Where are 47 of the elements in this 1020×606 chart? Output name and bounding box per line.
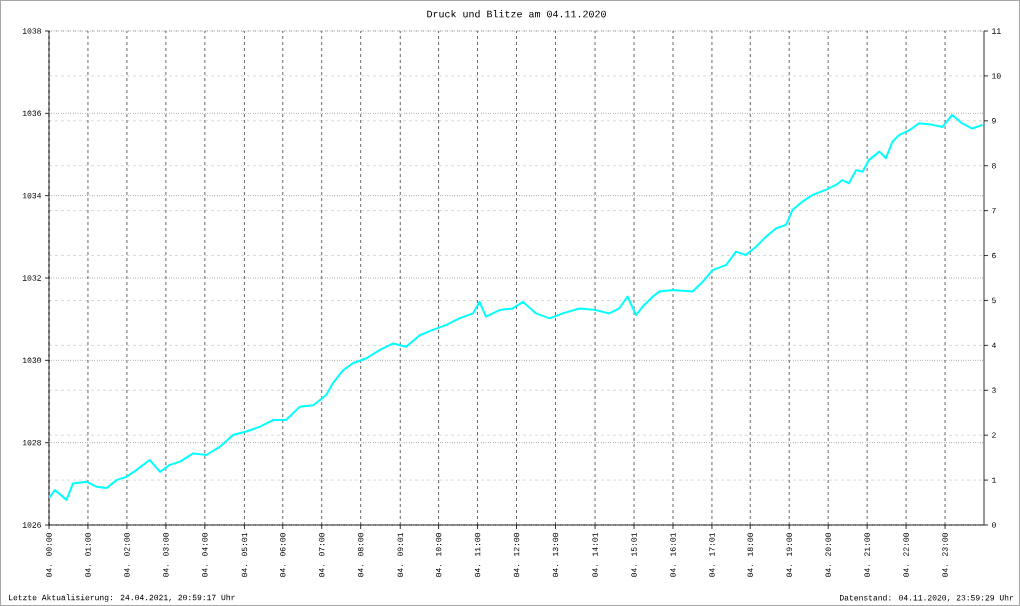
y2-tick-label: 0 [992,522,996,528]
y-tick-label: 1026 [22,522,41,528]
x-tick-label: 04. 16:01 [670,532,676,577]
y2-tick-label: 11 [992,28,1001,34]
x-tick-label: 04. 10:00 [435,533,442,577]
x-tick-label: 04. 05:01 [241,532,248,577]
x-tick-label: 04. 11:00 [474,533,481,577]
x-tick-label: 04. 19:00 [786,533,792,577]
y-tick-label: 1030 [22,357,41,364]
x-tick-label: 04. 18:00 [747,533,753,577]
y-tick-label: 1034 [22,192,42,199]
text: Datenstand: 04.11.2020, 23:59:29 Uhr [840,594,1014,602]
x-tick-label: 04. 17:01 [709,532,715,577]
y2-tick-label: 7 [992,208,996,214]
y-tick-label: 1032 [22,275,41,281]
x-tick-label: 04. 14:01 [592,532,598,577]
x-tick-label: 04. 13:00 [552,533,559,577]
x-tick-label: 04. 00:00 [46,533,52,577]
y2-tick-label: 6 [992,252,996,259]
y2-tick-label: 2 [992,432,996,438]
y2-tick-label: 8 [992,163,996,169]
chart-title: Druck und Blitze am 04.11.2020 [427,10,606,18]
y2-tick-label: 10 [992,73,1001,79]
y2-tick-label: 3 [992,387,996,393]
x-tick-label: 04. 21:00 [864,533,870,577]
y2-tick-label: 1 [992,477,996,483]
x-tick-label: 04. 02:00 [124,533,130,577]
x-tick-label: 04. 15:01 [631,532,637,577]
x-tick-label: 04. 22:00 [903,533,909,577]
x-tick-label: 04. 08:00 [357,533,364,577]
x-tick-label: 04. 09:01 [397,532,403,577]
y2-tick-label: 5 [992,297,996,304]
y-tick-label: 1028 [22,439,41,446]
x-tick-label: 04. 01:00 [85,533,91,577]
y-tick-label: 1036 [22,110,41,117]
y2-tick-label: 9 [992,118,996,124]
x-tick-label: 04. 23:00 [942,533,948,577]
text: Letzte Aktualisierung: 24.04.2021, 20:59:17 Uhr [9,594,235,602]
x-tick-label: 04. 03:00 [163,533,169,577]
y-tick-label: 1038 [22,28,41,34]
x-tick-label: 04. 04:00 [202,533,208,577]
line-series [49,113,984,501]
x-tick-label: 04. 20:00 [825,533,831,577]
x-tick-label: 04. 12:00 [513,533,520,577]
x-tick-label: 04. 07:00 [319,533,325,577]
y2-tick-label: 4 [991,342,996,348]
x-tick-label: 04. 06:00 [280,533,286,577]
